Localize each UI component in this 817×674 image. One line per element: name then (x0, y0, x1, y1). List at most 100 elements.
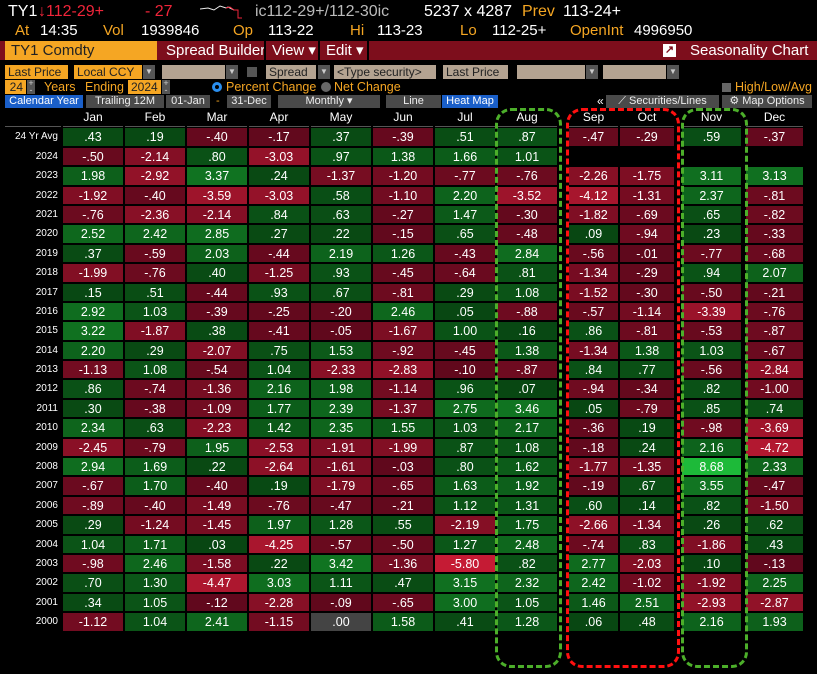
column-gap (675, 379, 681, 398)
heat-cell: -2.28 (249, 593, 309, 612)
heat-cell: -.53 (682, 322, 741, 340)
heat-cell: -.81 (746, 186, 803, 204)
heat-cell: .65 (435, 225, 495, 243)
percent-change-radio[interactable] (212, 82, 222, 92)
column-gap (675, 457, 681, 476)
column-gap (742, 476, 745, 495)
heat-cell: -.82 (746, 205, 803, 224)
heat-cell: -.92 (373, 341, 433, 360)
chevron-down-icon[interactable]: ▼ (143, 65, 155, 79)
heat-cell: 1.47 (435, 205, 495, 224)
heat-cell: 1.08 (497, 438, 557, 457)
heat-cell: -.05 (311, 322, 371, 340)
open-interest-label: OpenInt (570, 22, 624, 39)
heat-cell: 3.00 (435, 593, 495, 612)
heat-cell: .22 (311, 225, 371, 243)
securities-lines-button[interactable]: ⟋ Securities/Lines (606, 95, 719, 108)
row-label: 2014 (4, 340, 62, 361)
heat-cell: -1.49 (187, 496, 247, 515)
heat-cell: -1.12 (63, 613, 123, 631)
spread-checkbox[interactable] (247, 67, 257, 77)
chevron-down-icon[interactable]: ▼ (318, 65, 330, 79)
heat-cell: 1.28 (311, 516, 371, 534)
external-link-icon[interactable]: ↗ (663, 44, 676, 57)
collapse-button[interactable]: « (597, 94, 604, 108)
heat-cell: -.64 (435, 264, 495, 282)
column-gap (558, 515, 568, 534)
month-header: Apr (249, 108, 309, 128)
column-gap (558, 108, 568, 127)
end-date-input[interactable]: 31-Dec (227, 95, 271, 108)
row-label: 2001 (4, 592, 62, 613)
security-field[interactable]: <Type security> (334, 65, 436, 79)
column-gap (675, 127, 681, 146)
currency-select[interactable]: Local CCY (74, 65, 142, 79)
high-low-avg-label: High/Low/Avg (735, 80, 812, 94)
column-gap (558, 186, 568, 205)
line-button[interactable]: Line (386, 95, 441, 108)
heat-cell: -.76 (125, 264, 185, 282)
frequency-select[interactable]: Monthly ▾ (278, 95, 380, 108)
high-low-avg-checkbox[interactable] (722, 83, 731, 92)
map-options-button[interactable]: ⚙ Map Options (722, 95, 812, 108)
heat-cell: 2.07 (746, 264, 803, 282)
trailing-12m-button[interactable]: Trailing 12M (86, 95, 164, 108)
column-gap (742, 186, 745, 205)
spread-select[interactable]: Spread (266, 65, 316, 79)
spread-builder-button[interactable]: Spread Builder (166, 42, 266, 59)
ending-year-stepper[interactable]: + - (162, 78, 170, 95)
column-gap (558, 205, 568, 224)
column-gap (675, 186, 681, 205)
column-gap (742, 341, 745, 360)
at-label: At (15, 22, 30, 39)
heat-map-button[interactable]: Heat Map (442, 95, 498, 108)
heat-cell: 1.97 (249, 516, 309, 534)
seasonality-chart-button[interactable]: Seasonality Chart (690, 42, 809, 59)
years-stepper[interactable]: + - (27, 78, 35, 95)
heat-cell: .65 (682, 205, 741, 224)
heat-cell: -1.02 (620, 574, 674, 592)
heat-cell: -.65 (373, 477, 433, 495)
edit-menu[interactable]: Edit ▾ (318, 41, 370, 60)
heat-cell: -1.34 (569, 341, 618, 360)
heat-cell: .22 (187, 458, 247, 476)
heat-cell: -.47 (569, 128, 618, 146)
month-header: Jun (373, 108, 433, 128)
heat-cell: -1.99 (373, 438, 433, 457)
heat-cell: .82 (682, 380, 741, 398)
years-input[interactable]: 24 (5, 80, 26, 94)
chevron-down-icon[interactable]: ▼ (667, 65, 679, 79)
heat-cell: -.44 (187, 283, 247, 301)
ending-label: Ending (85, 80, 124, 94)
heat-cell: 3.13 (746, 167, 803, 185)
blank-select[interactable] (162, 65, 225, 79)
heat-cell: -.47 (746, 477, 803, 495)
view-menu[interactable]: View ▾ (264, 41, 322, 60)
heat-cell: -.67 (63, 477, 123, 495)
heat-cell: 1.08 (125, 361, 185, 379)
blank-select-2[interactable] (517, 65, 585, 79)
heat-cell: .83 (620, 535, 674, 553)
heat-cell: -.98 (63, 554, 123, 573)
start-date-input[interactable]: 01-Jan (166, 95, 210, 108)
chevron-down-icon[interactable]: ▼ (226, 65, 238, 79)
heat-cell: -1.20 (373, 167, 433, 185)
blank-select-3[interactable] (603, 65, 666, 79)
security-input[interactable]: TY1 Comdty (5, 41, 157, 60)
field2-select[interactable]: Last Price (443, 65, 508, 79)
calendar-year-button[interactable]: Calendar Year (5, 95, 83, 108)
heat-cell: -.57 (569, 302, 618, 321)
heat-cell: 1.27 (435, 535, 495, 553)
heat-cell: 2.41 (187, 613, 247, 631)
ending-year-input[interactable]: 2024 (128, 80, 161, 94)
heat-cell: -.69 (620, 205, 674, 224)
field-select[interactable]: Last Price (5, 65, 68, 79)
heat-cell: -.48 (497, 225, 557, 243)
chevron-down-icon[interactable]: ▼ (586, 65, 598, 79)
heat-cell: .80 (435, 458, 495, 476)
heat-cell: -.33 (746, 225, 803, 243)
net-change-radio[interactable] (321, 82, 331, 92)
heat-cell: .43 (63, 128, 123, 146)
heat-cell: 2.39 (311, 399, 371, 418)
heat-cell: 1.93 (746, 613, 803, 631)
